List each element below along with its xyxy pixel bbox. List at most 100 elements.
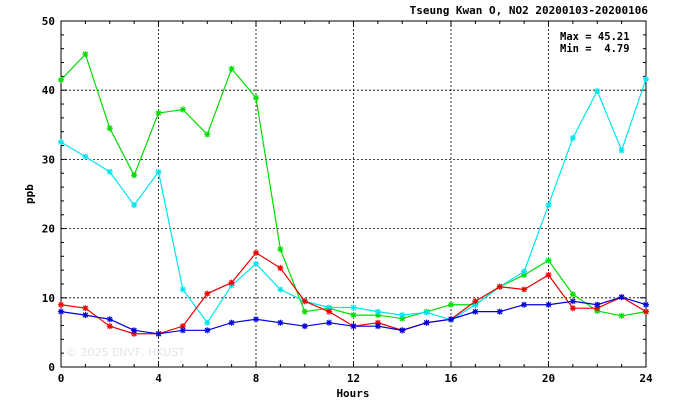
data-point (204, 131, 211, 138)
max-label: Max = 45.21 (560, 31, 630, 43)
data-point (643, 76, 649, 83)
marker-stroke (545, 272, 552, 278)
data-point (82, 305, 89, 312)
marker-stroke (472, 298, 479, 304)
data-point (521, 286, 528, 293)
marker-stroke (204, 131, 210, 138)
marker-stroke (521, 302, 527, 308)
series-3 (58, 294, 649, 337)
marker-stroke (545, 257, 552, 264)
marker-stroke (350, 323, 357, 329)
marker-stroke (253, 316, 259, 322)
marker-stroke (107, 316, 113, 322)
marker-stroke (375, 308, 381, 315)
x-tick-label: 20 (542, 372, 555, 385)
marker-stroke (277, 246, 284, 253)
marker-stroke (302, 298, 308, 304)
data-point (472, 298, 479, 305)
data-point (253, 249, 259, 256)
y-tick-label: 40 (42, 84, 55, 97)
data-point (350, 323, 357, 330)
data-point (496, 283, 503, 290)
data-point (643, 301, 649, 308)
data-point (350, 304, 357, 311)
data-point (472, 308, 479, 315)
data-point (204, 290, 211, 297)
y-tick-label: 0 (48, 361, 55, 374)
data-point (545, 301, 552, 308)
data-point (618, 147, 625, 154)
data-point (448, 301, 454, 308)
marker-stroke (155, 331, 162, 337)
marker-stroke (180, 286, 186, 293)
marker-stroke (107, 169, 113, 175)
marker-stroke (570, 298, 576, 304)
marker-stroke (521, 268, 527, 275)
data-point (618, 312, 625, 319)
data-point (58, 308, 64, 315)
marker-stroke (350, 304, 357, 311)
data-point (569, 298, 576, 305)
marker-stroke (618, 294, 625, 300)
marker-stroke (204, 320, 210, 326)
marker-stroke (82, 312, 89, 318)
data-point (521, 301, 528, 308)
data-point (350, 312, 357, 319)
marker-stroke (375, 323, 381, 329)
x-tick-label: 24 (639, 372, 653, 385)
data-point (545, 202, 552, 209)
marker-stroke (643, 308, 649, 315)
data-point (301, 323, 308, 330)
data-point (643, 308, 649, 315)
data-point (253, 260, 259, 267)
data-point (277, 265, 284, 272)
marker-stroke (58, 308, 64, 315)
data-point (204, 319, 211, 326)
marker-stroke (107, 323, 113, 329)
data-point (155, 168, 162, 175)
marker-stroke (302, 323, 308, 329)
marker-stroke (423, 320, 430, 326)
data-point (228, 65, 235, 72)
marker-stroke (204, 290, 210, 297)
marker-stroke (570, 305, 576, 311)
marker-stroke (326, 304, 332, 311)
data-point (569, 305, 576, 312)
marker-stroke (204, 327, 210, 333)
data-point (58, 139, 64, 146)
marker-stroke (570, 291, 576, 298)
data-point (277, 246, 284, 253)
marker-stroke (58, 302, 64, 308)
marker-stroke (545, 202, 552, 208)
marker-stroke (399, 312, 405, 318)
chart-title: Tseung Kwan O, NO2 20200103-20200106 (410, 4, 649, 17)
marker-stroke (399, 327, 405, 333)
marker-stroke (570, 135, 576, 141)
data-point (228, 319, 235, 326)
marker-stroke (155, 110, 162, 116)
data-point (253, 94, 259, 101)
data-point (155, 330, 162, 337)
marker-stroke (521, 286, 527, 293)
marker-stroke (545, 302, 552, 308)
marker-stroke (618, 313, 625, 319)
data-point (399, 312, 406, 319)
x-tick-label: 16 (444, 372, 458, 385)
marker-stroke (497, 308, 503, 315)
marker-stroke (326, 320, 332, 326)
marker-stroke (643, 76, 649, 82)
data-point (106, 125, 113, 132)
data-point (374, 323, 381, 330)
y-tick-label: 30 (42, 153, 55, 166)
data-point (204, 327, 211, 334)
y-tick-label: 50 (42, 15, 55, 28)
marker-stroke (326, 308, 332, 315)
data-point (131, 327, 138, 334)
data-point (545, 271, 552, 278)
marker-stroke (448, 302, 454, 308)
data-point (155, 110, 162, 117)
marker-stroke (594, 302, 600, 308)
data-point (569, 291, 576, 298)
data-point (131, 202, 138, 209)
